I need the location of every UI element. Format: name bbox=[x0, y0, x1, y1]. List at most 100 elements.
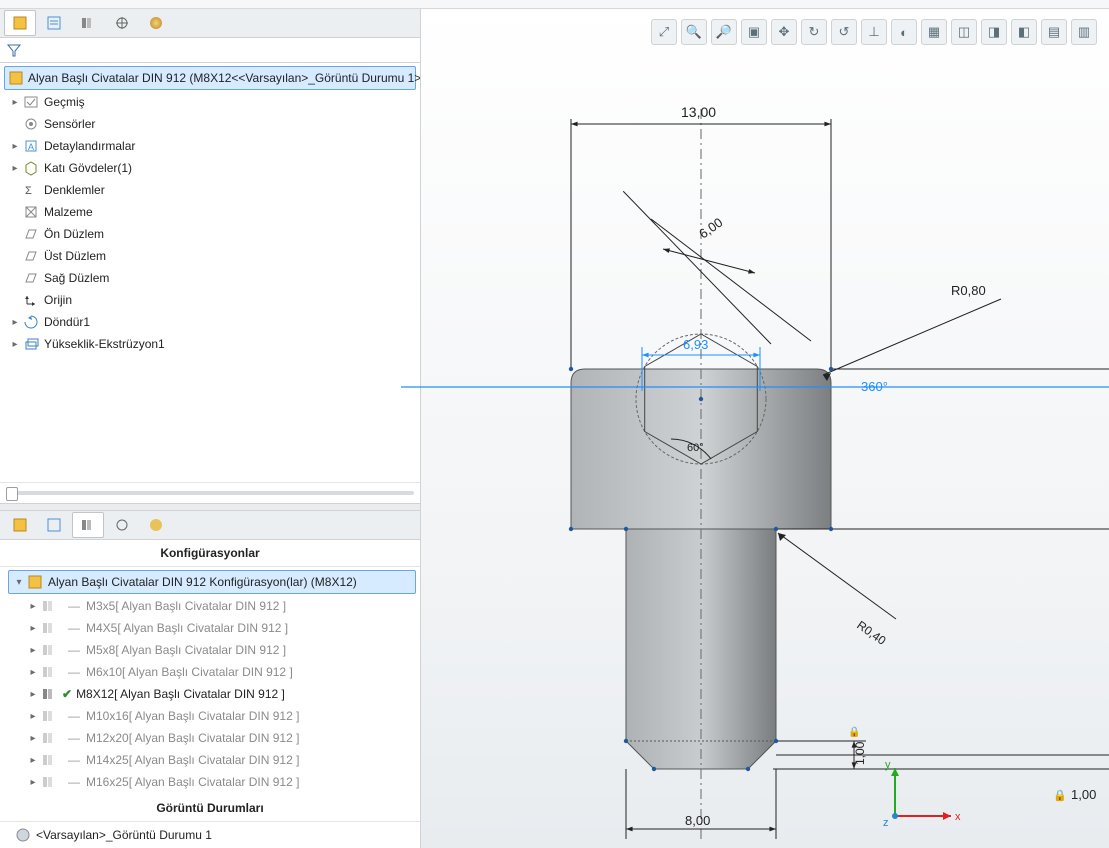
feature-node[interactable]: Ön Düzlem bbox=[0, 223, 420, 245]
config-node[interactable]: ▸ — M4X5 [ Alyan Başlı Civatalar DIN 912… bbox=[0, 617, 420, 639]
eqn-icon: Σ bbox=[23, 182, 39, 198]
dim-lead: 1,00 bbox=[1071, 787, 1096, 802]
feature-node[interactable]: ▸ Geçmiş bbox=[0, 91, 420, 113]
display-state-row[interactable]: <Varsayılan>_Görüntü Durumu 1 bbox=[0, 824, 420, 846]
solid-icon bbox=[23, 160, 39, 176]
fm2-tab4[interactable] bbox=[106, 512, 138, 538]
expander-icon[interactable]: ▸ bbox=[8, 163, 22, 174]
feature-node-label: Orijin bbox=[44, 293, 72, 307]
drawing-canvas: 13,006,936,00R0,80360°8,00Σ12,001,00🔒R0,… bbox=[401, 9, 1109, 839]
expander-icon[interactable]: ▸ bbox=[26, 755, 40, 766]
config-icon bbox=[80, 15, 96, 31]
fm-tab-property[interactable] bbox=[38, 10, 70, 36]
config-desc: [ Alyan Başlı Civatalar DIN 912 ] bbox=[129, 775, 300, 789]
config-node[interactable]: ▸ — M3x5 [ Alyan Başlı Civatalar DIN 912… bbox=[0, 595, 420, 617]
dim-r040: R0,40 bbox=[854, 618, 889, 648]
dim-angle: 360° bbox=[861, 379, 888, 394]
dim-chamfer: 1,00 bbox=[853, 741, 867, 765]
fm-tab-dimxpert[interactable] bbox=[106, 10, 138, 36]
fm-tab-feature[interactable] bbox=[4, 10, 36, 36]
display-state-tree: <Varsayılan>_Görüntü Durumu 1 bbox=[0, 822, 420, 848]
config-name: M16x25 bbox=[86, 775, 129, 789]
dash-icon: — bbox=[68, 731, 80, 745]
dash-icon: — bbox=[68, 753, 80, 767]
dim-top-width: 13,00 bbox=[681, 104, 716, 120]
config-node[interactable]: ▸ — M14x25 [ Alyan Başlı Civatalar DIN 9… bbox=[0, 749, 420, 771]
feature-node[interactable]: Σ Denklemler bbox=[0, 179, 420, 201]
config-item-icon bbox=[41, 642, 57, 658]
config-desc: [ Alyan Başlı Civatalar DIN 912 ] bbox=[129, 709, 300, 723]
feature-tree-root[interactable]: Alyan Başlı Civatalar DIN 912 (M8X12<<Va… bbox=[4, 66, 416, 90]
feature-node-label: Sensörler bbox=[44, 117, 95, 131]
feature-node[interactable]: Sensörler bbox=[0, 113, 420, 135]
config-node[interactable]: ▸ — M16x25 [ Alyan Başlı Civatalar DIN 9… bbox=[0, 771, 420, 793]
mat-icon bbox=[23, 204, 39, 220]
config-node[interactable]: ▸ ✔ M8X12 [ Alyan Başlı Civatalar DIN 91… bbox=[0, 683, 420, 705]
config-name: M12x20 bbox=[86, 731, 129, 745]
feature-node-label: Detaylandırmalar bbox=[44, 139, 135, 153]
fm2-tab-config[interactable] bbox=[72, 512, 104, 538]
config-desc: [ Alyan Başlı Civatalar DIN 912 ] bbox=[115, 643, 286, 657]
expander-icon[interactable]: ▸ bbox=[26, 601, 40, 612]
config-item-icon bbox=[41, 708, 57, 724]
feature-node-label: Ön Düzlem bbox=[44, 227, 104, 241]
config-node[interactable]: ▸ — M6x10 [ Alyan Başlı Civatalar DIN 91… bbox=[0, 661, 420, 683]
fm-tab-config[interactable] bbox=[72, 10, 104, 36]
fm-tab-display[interactable] bbox=[140, 10, 172, 36]
feature-node[interactable]: ▸ Yükseklik-Ekstrüzyon1 bbox=[0, 333, 420, 355]
dash-icon: — bbox=[68, 775, 80, 789]
config-tree: ▾ Alyan Başlı Civatalar DIN 912 Konfigür… bbox=[0, 567, 420, 795]
appearance-icon bbox=[148, 15, 164, 31]
expander-icon[interactable]: ▸ bbox=[26, 777, 40, 788]
ext-icon bbox=[23, 336, 39, 352]
filter-bar[interactable] bbox=[0, 38, 420, 63]
config-icon bbox=[80, 517, 96, 533]
annot-icon: A bbox=[23, 138, 39, 154]
feature-node[interactable]: Orijin bbox=[0, 289, 420, 311]
plane-icon bbox=[23, 248, 39, 264]
dim-60deg: 60° bbox=[687, 442, 704, 454]
fm2-tab2[interactable] bbox=[38, 512, 70, 538]
expander-icon[interactable]: ▸ bbox=[26, 623, 40, 634]
expander-icon[interactable]: ▸ bbox=[26, 667, 40, 678]
feature-node[interactable]: ▸ A Detaylandırmalar bbox=[0, 135, 420, 157]
expander-icon[interactable]: ▸ bbox=[26, 689, 40, 700]
rev-icon bbox=[23, 314, 39, 330]
expander-icon[interactable]: ▸ bbox=[8, 339, 22, 350]
expander-icon[interactable]: ▸ bbox=[26, 645, 40, 656]
config-name: M14x25 bbox=[86, 753, 129, 767]
part-icon bbox=[8, 70, 24, 86]
rollback-slider[interactable] bbox=[0, 482, 420, 503]
fm-tabbar-bottom bbox=[0, 511, 420, 540]
expander-icon[interactable]: ▸ bbox=[8, 317, 22, 328]
fm2-tab5[interactable] bbox=[140, 512, 172, 538]
fm2-tab1[interactable] bbox=[4, 512, 36, 538]
expander-icon[interactable]: ▸ bbox=[26, 733, 40, 744]
config-node[interactable]: ▸ — M10x16 [ Alyan Başlı Civatalar DIN 9… bbox=[0, 705, 420, 727]
feature-node[interactable]: Sağ Düzlem bbox=[0, 267, 420, 289]
panel-splitter[interactable] bbox=[0, 503, 420, 511]
expander-icon[interactable]: ▾ bbox=[12, 577, 26, 588]
feature-node[interactable]: Malzeme bbox=[0, 201, 420, 223]
config-node[interactable]: ▸ — M12x20 [ Alyan Başlı Civatalar DIN 9… bbox=[0, 727, 420, 749]
expander-icon[interactable]: ▸ bbox=[8, 141, 22, 152]
expander-icon[interactable]: ▸ bbox=[8, 97, 22, 108]
config-desc: [ Alyan Başlı Civatalar DIN 912 ] bbox=[129, 731, 300, 745]
config-node[interactable]: ▸ — M5x8 [ Alyan Başlı Civatalar DIN 912… bbox=[0, 639, 420, 661]
config-item-icon bbox=[41, 752, 57, 768]
feature-node[interactable]: ▸ Katı Gövdeler(1) bbox=[0, 157, 420, 179]
config-desc: [ Alyan Başlı Civatalar DIN 912 ] bbox=[129, 753, 300, 767]
check-icon: ✔ bbox=[62, 687, 72, 701]
display-state-icon bbox=[15, 827, 31, 843]
config-desc: [ Alyan Başlı Civatalar DIN 912 ] bbox=[117, 621, 288, 635]
config-name: M6x10 bbox=[86, 665, 122, 679]
part-icon bbox=[27, 574, 43, 590]
expander-icon[interactable]: ▸ bbox=[26, 711, 40, 722]
feature-node[interactable]: Üst Düzlem bbox=[0, 245, 420, 267]
config-item-icon bbox=[41, 664, 57, 680]
funnel-icon bbox=[6, 42, 22, 58]
graphics-viewport[interactable]: ⤢🔍🔎▣✥↻↺⊥◐▦◫◨◧▤▥ 13,006,936,00R0,80360°8,… bbox=[421, 9, 1109, 848]
feature-node[interactable]: ▸ Döndür1 bbox=[0, 311, 420, 333]
config-root[interactable]: ▾ Alyan Başlı Civatalar DIN 912 Konfigür… bbox=[8, 570, 416, 594]
feature-tree: Alyan Başlı Civatalar DIN 912 (M8X12<<Va… bbox=[0, 63, 420, 482]
